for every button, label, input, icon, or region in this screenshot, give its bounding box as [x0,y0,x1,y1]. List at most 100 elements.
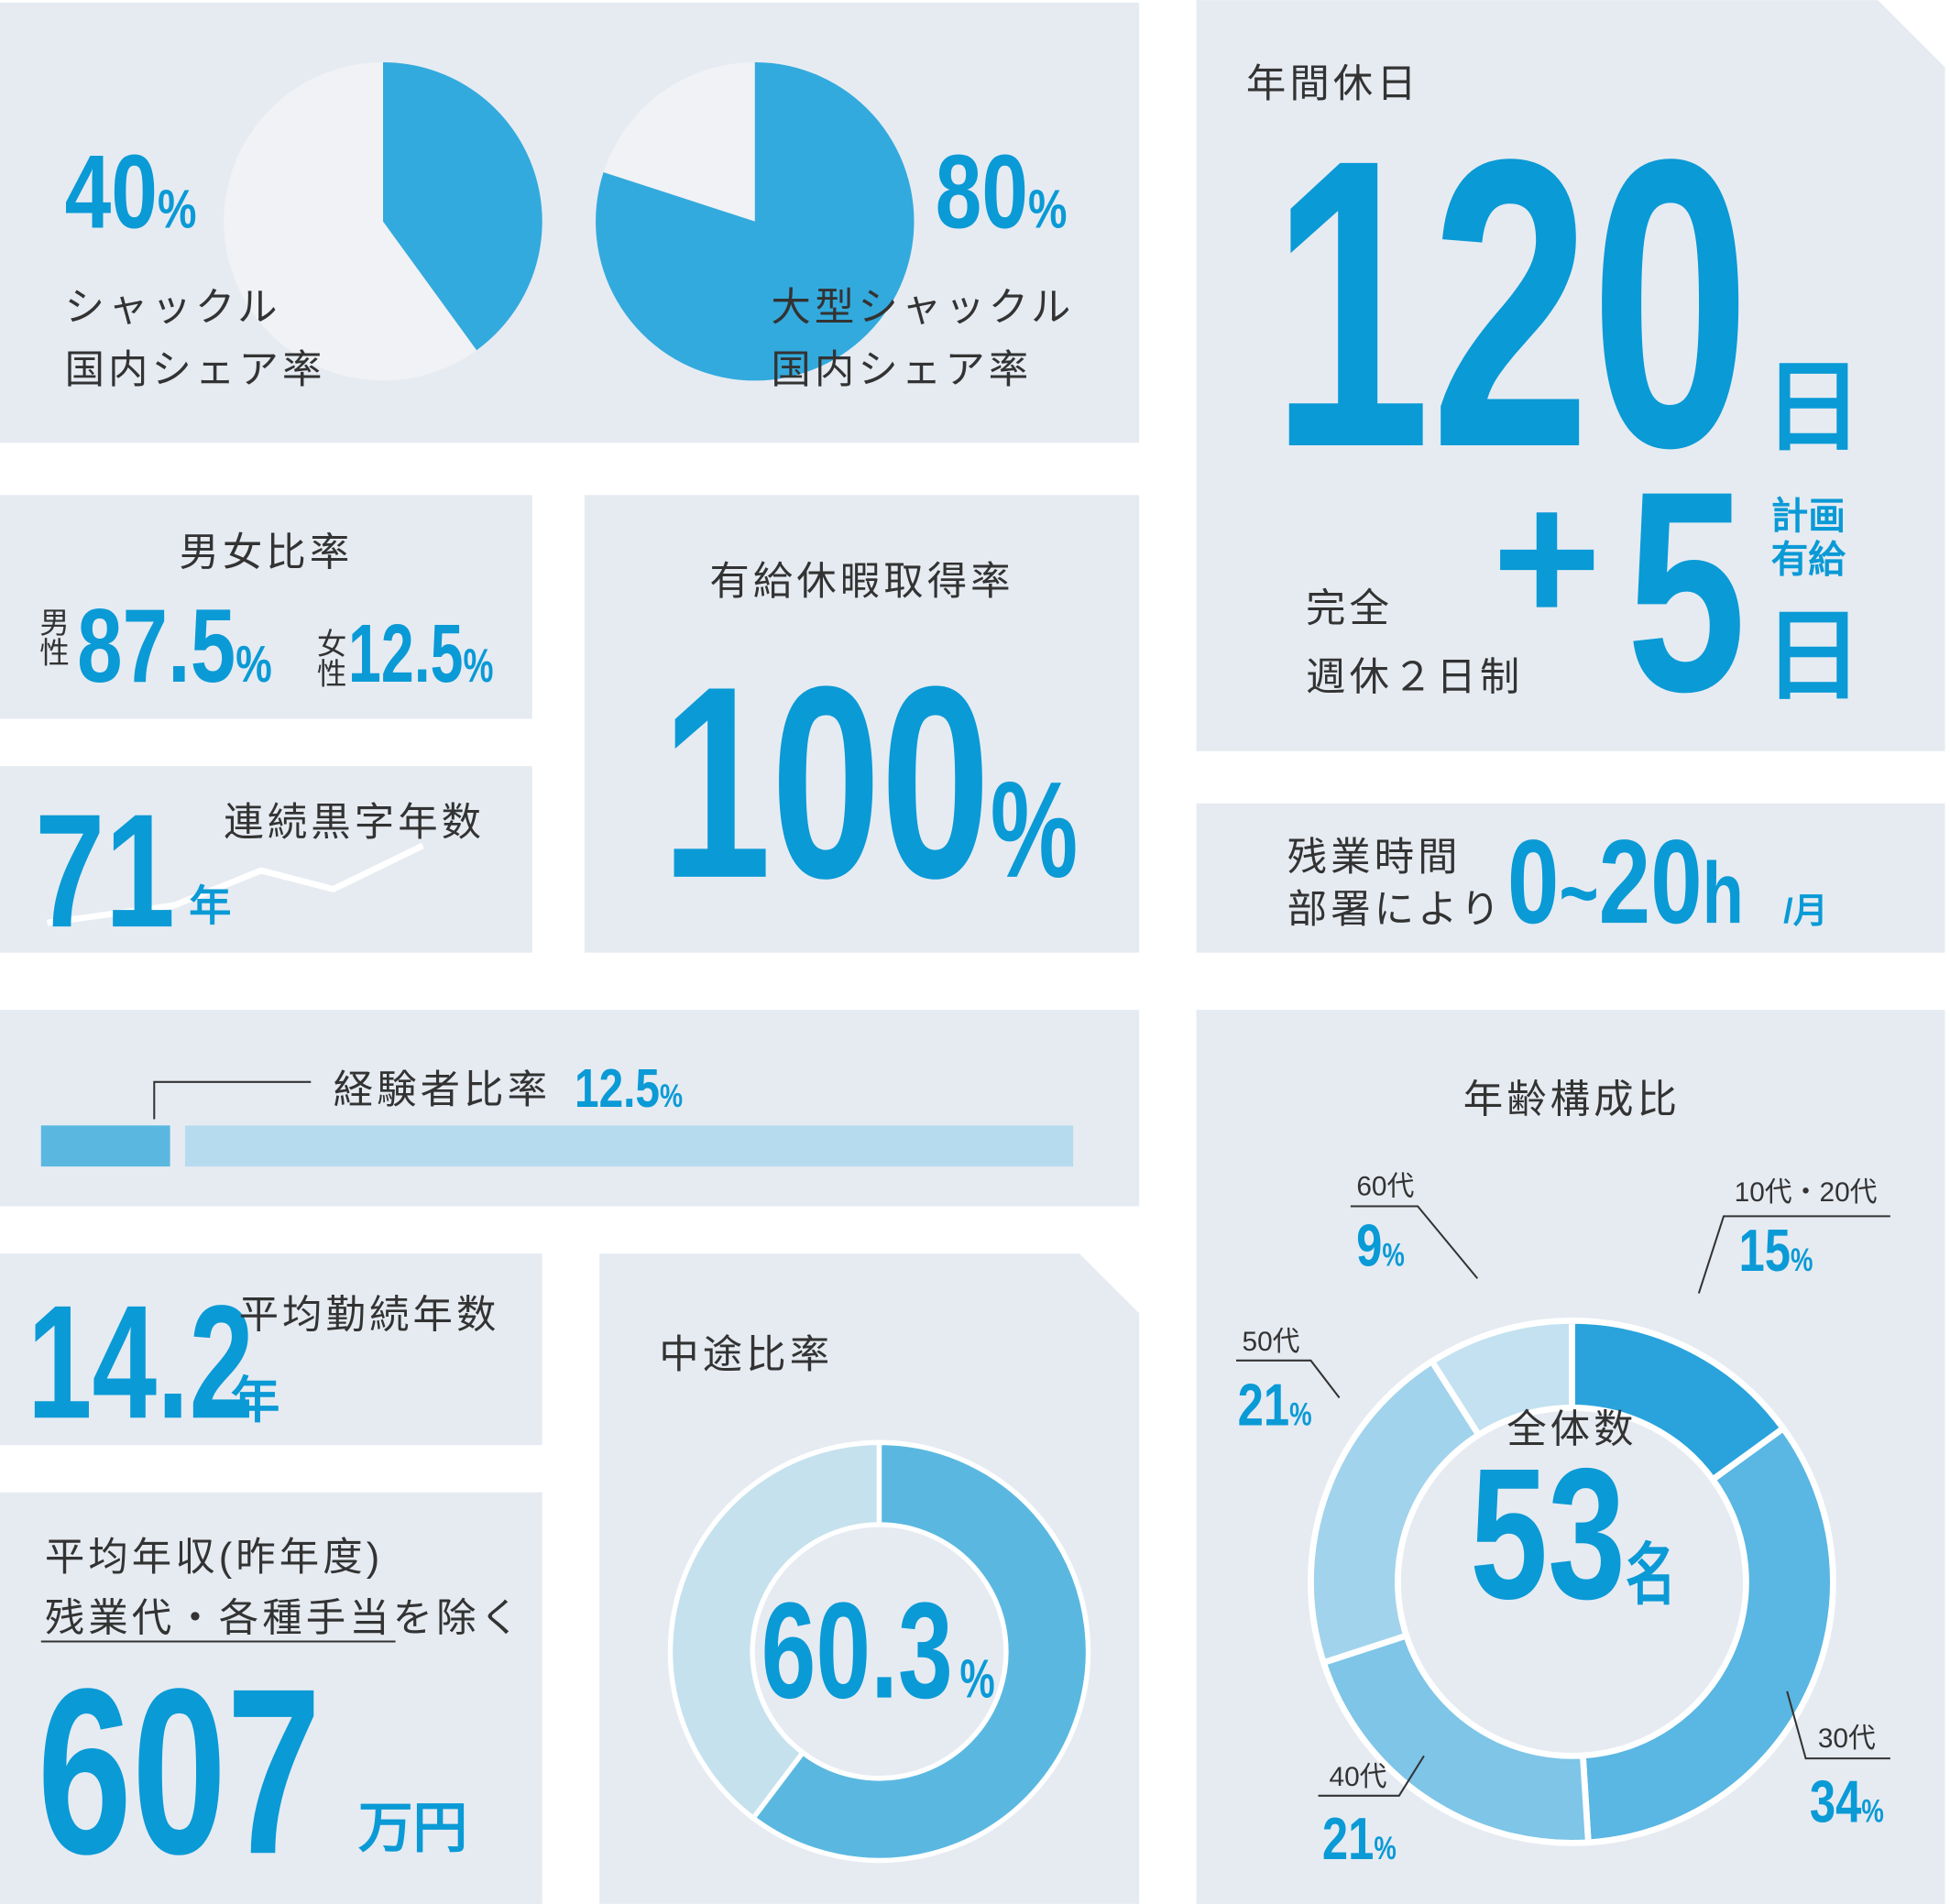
value: 80 [936,134,1028,250]
title: 連続黒字年数 [224,801,485,845]
total: 53名 [1470,1430,1676,1638]
unit: % [158,179,196,239]
panel [0,495,532,719]
category-label: 50代 [1242,1327,1299,1357]
donut-segment [1579,1424,1836,1846]
value-label: 21% [1322,1806,1397,1872]
pie-slice [383,61,542,351]
unit: % [1382,1236,1404,1273]
value: 12.5% [575,1058,683,1119]
value: 15 [1739,1218,1791,1284]
unit: % [1289,1395,1311,1432]
sep: ~ [1559,845,1598,942]
donut-segment [1308,1357,1484,1667]
unit: 年 [189,881,231,929]
value: 100 [662,629,991,936]
unit: 年 [230,1373,279,1428]
value: 12.5 [348,607,463,699]
value: 120 [1271,73,1750,532]
leader-line [1318,1755,1425,1797]
value: 100% [662,629,1078,936]
panel [1196,0,1945,751]
value: 40 [65,134,158,250]
title: 中途比率 [659,1333,833,1377]
panel [0,1253,542,1446]
value: 12.5% [348,607,494,699]
label: 有給 [1771,538,1847,580]
donut-segment [1428,1317,1575,1439]
leader-line [1350,1205,1479,1279]
donut-rest [667,1439,882,1822]
unit: % [960,1649,995,1711]
max: 20 [1599,815,1703,948]
unit: % [463,639,493,693]
unit: % [1791,1242,1813,1278]
category-label: 40代 [1329,1762,1386,1792]
value: 21 [1238,1372,1290,1438]
unit: % [991,752,1079,906]
per: /月 [1783,892,1828,931]
panel [0,2,1140,443]
category-label: 10代・20代 [1735,1177,1878,1208]
value: 71 [35,781,175,961]
share-value: 40% [65,134,197,250]
value-label: 15% [1739,1218,1813,1284]
title: 残業時間 [1287,836,1462,880]
value: 34 [1810,1768,1862,1834]
value: 60.3 [761,1573,953,1727]
unit: % [1028,179,1067,239]
title: 経験者比率 [334,1068,551,1112]
value-label: 34% [1810,1768,1884,1834]
unit: % [236,635,272,694]
subtitle: 部署により [1287,888,1505,932]
value: 87.5% [77,586,272,704]
unit: 万円 [358,1797,467,1858]
label: シャックル [65,286,281,330]
label: 計画 [1771,495,1846,537]
unit: 日 [1763,601,1863,712]
pie-remainder [224,61,477,381]
title: 平均勤続年数 [239,1294,500,1338]
value: 53 [1470,1430,1626,1638]
title: 年齢構成比 [1463,1078,1681,1122]
unit: h [1703,845,1744,942]
panel [0,766,532,953]
pie-remainder [603,61,755,222]
unit: 日 [1763,353,1863,464]
panel [0,1492,542,1904]
label: 大型シャックル [771,286,1074,330]
share-value: 80% [936,134,1068,250]
value: 12.5 [575,1058,660,1119]
value: 14.2 [27,1272,254,1452]
note: 残業代・各種手当を除く [45,1597,523,1641]
category-label: 30代 [1818,1723,1876,1754]
label: 男性 [36,607,69,666]
category-label: 60代 [1356,1171,1414,1201]
note: 週休２日制 [1306,655,1523,699]
value-label: 21% [1238,1372,1312,1438]
value: 21 [1322,1806,1375,1872]
marks: 10代・20代 15% 30代 34% 40代 21% 50代 21% 60代 9% [40,61,1890,1873]
unit: % [660,1078,683,1114]
value: 0~20h [1507,815,1744,948]
note: 完全 [1306,587,1393,631]
bar-rest [184,1125,1074,1167]
total-label: 全体数 [1506,1407,1637,1451]
label: 国内シェア率 [65,348,326,392]
unit: 名 [1626,1537,1676,1613]
plus: + [1493,454,1602,662]
label: 国内シェア率 [771,348,1032,392]
value: 607 [38,1639,322,1903]
leader-line [1786,1691,1890,1760]
panel [584,495,1140,953]
title: 有給休暇取得率 [709,560,1013,604]
bar [40,1125,170,1167]
unit: % [1374,1830,1396,1866]
value-label: 9% [1356,1213,1405,1279]
title: 平均年収(昨年度) [45,1536,383,1580]
pie-slice [596,61,915,381]
bracket [153,1080,312,1120]
value: 9 [1356,1213,1382,1279]
donut-segment [1320,1631,1592,1846]
